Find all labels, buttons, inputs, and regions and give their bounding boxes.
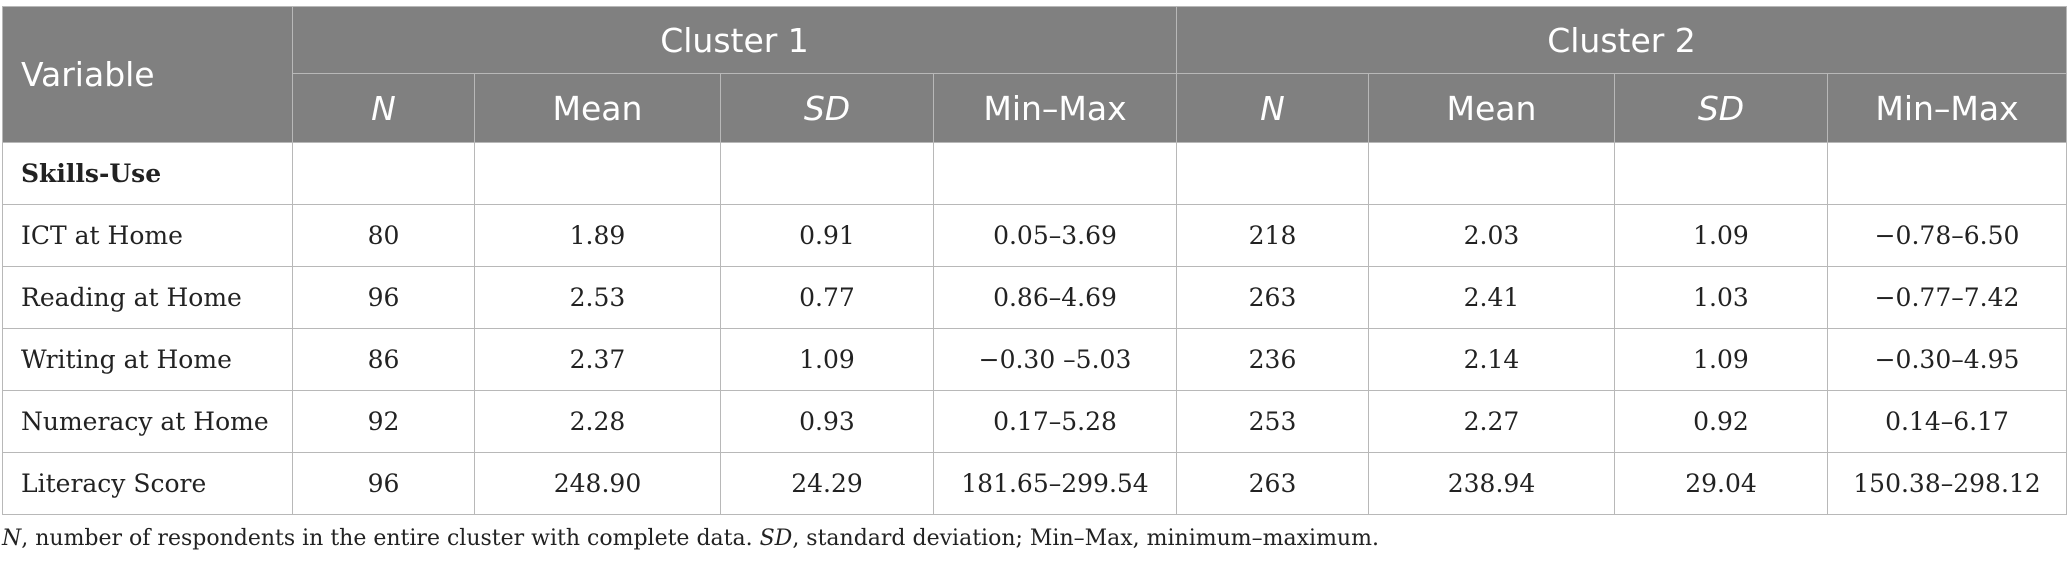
table-cell xyxy=(933,142,1177,205)
table-cell: 2.14 xyxy=(1368,328,1615,391)
table-cell: −0.78–6.50 xyxy=(1827,204,2067,267)
table-cell xyxy=(474,142,721,205)
table-cell: 1.09 xyxy=(1614,204,1828,267)
table-header: Variable Cluster 1 Cluster 2 N Mean SD M… xyxy=(2,6,2067,143)
table-cell xyxy=(1614,142,1828,205)
table-footnote: N, number of respondents in the entire c… xyxy=(2,526,1379,551)
table-cell: 1.03 xyxy=(1614,266,1828,329)
table-cell: 96 xyxy=(292,266,475,329)
table-cell: 0.93 xyxy=(720,390,934,453)
table-cell: 0.14–6.17 xyxy=(1827,390,2067,453)
table-cell: 150.38–298.12 xyxy=(1827,452,2067,515)
table-cell: 2.28 xyxy=(474,390,721,453)
table-body: Skills-Use ICT at Home 80 1.89 0.91 0.05… xyxy=(2,142,2067,515)
table-cell: 238.94 xyxy=(1368,452,1615,515)
row-label: Reading at Home xyxy=(2,266,293,329)
table-cell: 86 xyxy=(292,328,475,391)
cluster-1-sd-header: SD xyxy=(720,73,934,143)
table-cell: 0.17–5.28 xyxy=(933,390,1177,453)
table-cell: 236 xyxy=(1176,328,1369,391)
table-cell: 2.03 xyxy=(1368,204,1615,267)
cluster-2-n-header: N xyxy=(1176,73,1369,143)
table-cell: 80 xyxy=(292,204,475,267)
cluster-1-mean-header: Mean xyxy=(474,73,721,143)
table-cell: 218 xyxy=(1176,204,1369,267)
row-label: ICT at Home xyxy=(2,204,293,267)
table-cell xyxy=(1176,142,1369,205)
table-cell: 181.65–299.54 xyxy=(933,452,1177,515)
table-cell: 2.37 xyxy=(474,328,721,391)
table-cell: −0.30–4.95 xyxy=(1827,328,2067,391)
table-cell: 253 xyxy=(1176,390,1369,453)
table-cell: 263 xyxy=(1176,452,1369,515)
variable-header: Variable xyxy=(2,6,293,143)
table-cell: 2.27 xyxy=(1368,390,1615,453)
table-cell: 2.53 xyxy=(474,266,721,329)
footnote-n-term: N xyxy=(2,526,22,551)
cluster-2-minmax-header: Min–Max xyxy=(1827,73,2067,143)
table-cell: −0.77–7.42 xyxy=(1827,266,2067,329)
table-cell xyxy=(1368,142,1615,205)
table-cell xyxy=(292,142,475,205)
table-cell: 2.41 xyxy=(1368,266,1615,329)
table-cell: 1.09 xyxy=(720,328,934,391)
table-cell: 248.90 xyxy=(474,452,721,515)
row-label: Skills-Use xyxy=(2,142,293,205)
table-cell: 1.09 xyxy=(1614,328,1828,391)
footnote-sd-term: SD xyxy=(759,526,793,551)
table-row: ICT at Home 80 1.89 0.91 0.05–3.69 218 2… xyxy=(2,204,2067,267)
row-label: Literacy Score xyxy=(2,452,293,515)
cluster-1-minmax-header: Min–Max xyxy=(933,73,1177,143)
table-row: Reading at Home 96 2.53 0.77 0.86–4.69 2… xyxy=(2,266,2067,329)
table-row: Numeracy at Home 92 2.28 0.93 0.17–5.28 … xyxy=(2,390,2067,453)
header-subcolumn-row: N Mean SD Min–Max N Mean SD Min–Max xyxy=(3,73,2067,143)
table-cell: 0.86–4.69 xyxy=(933,266,1177,329)
cluster-2-header: Cluster 2 xyxy=(1176,6,2067,74)
cluster-1-n-header: N xyxy=(292,73,475,143)
footnote-n-text: , number of respondents in the entire cl… xyxy=(21,526,760,551)
table-row: Skills-Use xyxy=(2,142,2067,205)
header-group-row: Variable Cluster 1 Cluster 2 xyxy=(2,6,2067,143)
row-label: Numeracy at Home xyxy=(2,390,293,453)
cluster-1-header: Cluster 1 xyxy=(292,6,1177,74)
table-cell: 96 xyxy=(292,452,475,515)
table-cell: 0.05–3.69 xyxy=(933,204,1177,267)
table-cell: 29.04 xyxy=(1614,452,1828,515)
table-cell: 24.29 xyxy=(720,452,934,515)
table-cell: 0.77 xyxy=(720,266,934,329)
statistics-table: Variable Cluster 1 Cluster 2 N Mean SD M… xyxy=(2,6,2067,515)
table-cell xyxy=(1827,142,2067,205)
cluster-2-sd-header: SD xyxy=(1614,73,1828,143)
footnote-sd-text: , standard deviation; Min–Max, minimum–m… xyxy=(792,526,1379,551)
table-cell: 92 xyxy=(292,390,475,453)
table-row: Literacy Score 96 248.90 24.29 181.65–29… xyxy=(2,452,2067,515)
table-cell: 1.89 xyxy=(474,204,721,267)
table-cell: 263 xyxy=(1176,266,1369,329)
table-cell xyxy=(720,142,934,205)
table-row: Writing at Home 86 2.37 1.09 −0.30 –5.03… xyxy=(2,328,2067,391)
table-cell: −0.30 –5.03 xyxy=(933,328,1177,391)
row-label: Writing at Home xyxy=(2,328,293,391)
cluster-2-mean-header: Mean xyxy=(1368,73,1615,143)
table-cell: 0.91 xyxy=(720,204,934,267)
table-cell: 0.92 xyxy=(1614,390,1828,453)
